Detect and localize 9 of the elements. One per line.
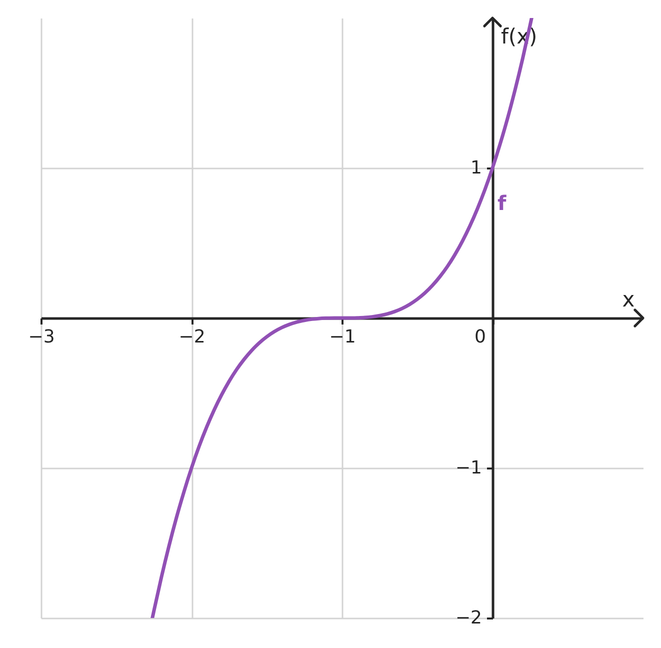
series-label: f (498, 191, 506, 215)
x-tick-label: −1 (329, 326, 356, 348)
y-tick-label: −2 (455, 608, 482, 628)
x-axis-title: x (622, 288, 635, 312)
x-tick-label: 0 (474, 326, 486, 348)
y-tick-label: 1 (470, 158, 482, 178)
x-tick-label: −3 (28, 326, 55, 348)
y-tick-label: −1 (455, 458, 482, 478)
x-tick-label: −2 (178, 326, 206, 348)
